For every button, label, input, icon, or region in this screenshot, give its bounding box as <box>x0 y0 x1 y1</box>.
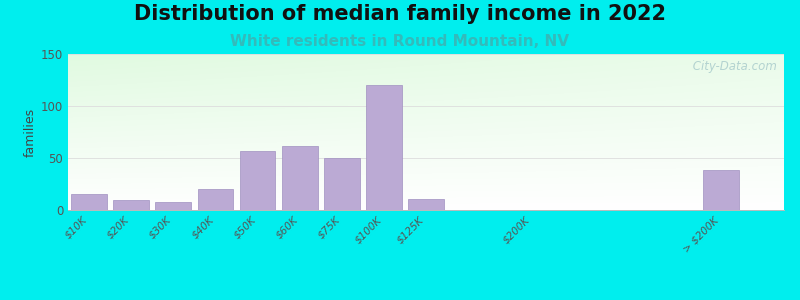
Bar <box>324 158 360 210</box>
Y-axis label: families: families <box>24 107 37 157</box>
Text: Distribution of median family income in 2022: Distribution of median family income in … <box>134 4 666 25</box>
Bar <box>240 151 275 210</box>
Bar <box>408 199 444 210</box>
Bar <box>155 202 191 210</box>
Text: City-Data.com: City-Data.com <box>689 60 777 73</box>
Bar <box>198 189 234 210</box>
Bar <box>114 200 149 210</box>
Bar <box>282 146 318 210</box>
Bar <box>703 170 738 210</box>
Bar <box>71 194 107 210</box>
Text: White residents in Round Mountain, NV: White residents in Round Mountain, NV <box>230 34 570 50</box>
Bar <box>366 85 402 210</box>
